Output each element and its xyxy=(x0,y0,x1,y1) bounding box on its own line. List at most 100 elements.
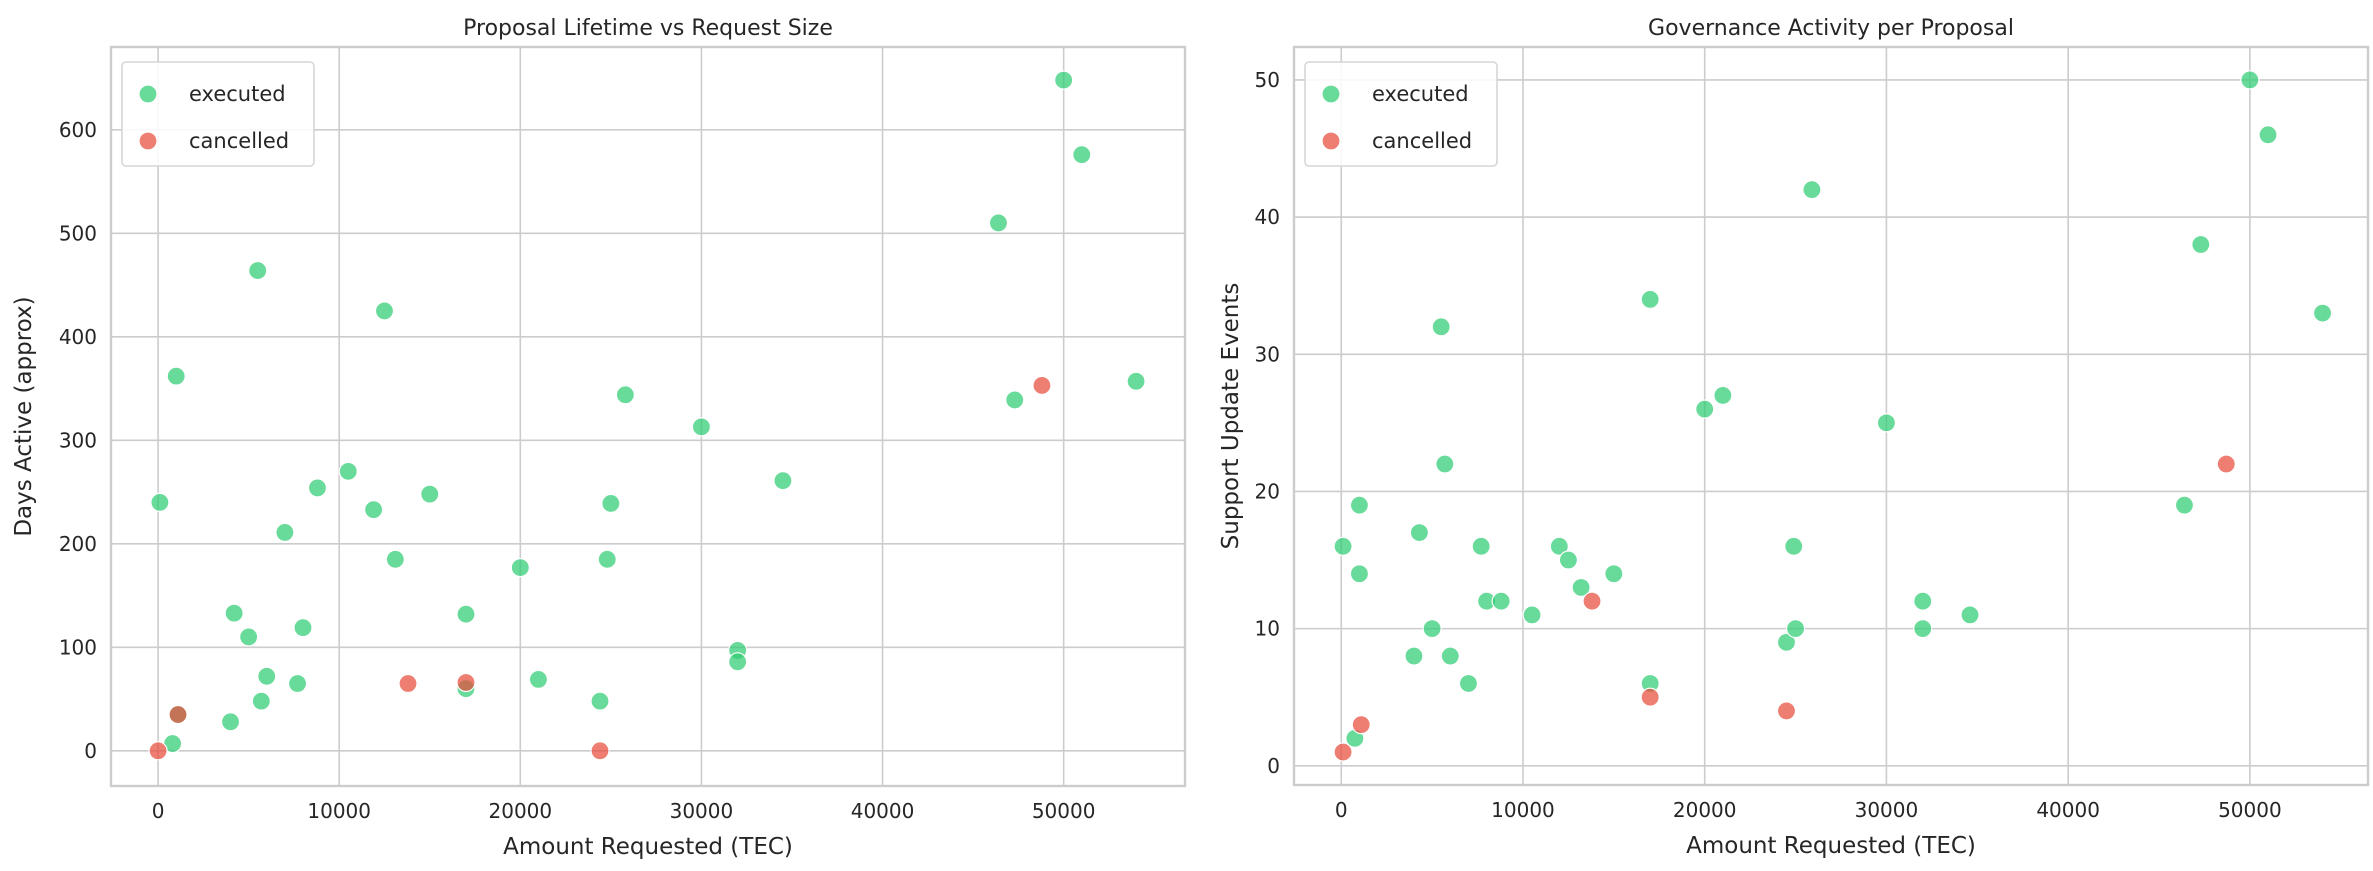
executed-point xyxy=(1054,70,1074,90)
chart-1: 0 10000 20000 30000 40000 50000 0 100 200 300 400 5… xyxy=(11,16,1187,860)
executed-point xyxy=(275,522,295,543)
y-tick-label: 200 xyxy=(59,532,97,556)
x-tick-label: 20000 xyxy=(489,799,553,823)
x-tick-label: 50000 xyxy=(1032,799,1096,823)
x-axis-label: Amount Requested (TEC) xyxy=(1686,833,1976,859)
executed-point xyxy=(287,673,308,694)
executed-point xyxy=(597,549,617,569)
executed-point xyxy=(1440,646,1460,666)
executed-point xyxy=(1522,605,1542,625)
executed-point xyxy=(374,301,395,321)
executed-point xyxy=(251,691,271,711)
chart-title: Proposal Lifetime vs Request Size xyxy=(463,16,833,41)
y-tick-label: 600 xyxy=(59,118,97,142)
x-axis-label: Amount Requested (TEC) xyxy=(503,834,793,860)
cancelled-point xyxy=(148,741,168,761)
chart-title: Governance Activity per Proposal xyxy=(1648,16,2014,41)
legend-label-executed: executed xyxy=(189,82,286,106)
executed-point xyxy=(150,492,170,513)
executed-point xyxy=(1604,564,1624,584)
cancelled-point xyxy=(1333,742,1353,762)
x-tick-label: 30000 xyxy=(670,799,734,823)
executed-point xyxy=(1404,646,1424,666)
executed-point xyxy=(1913,591,1933,611)
executed-point xyxy=(2191,234,2211,255)
y-tick-label: 500 xyxy=(59,221,97,245)
executed-point xyxy=(1802,180,1822,200)
executed-point xyxy=(1776,632,1797,652)
executed-point xyxy=(1333,536,1353,556)
executed-point xyxy=(456,604,476,624)
executed-point xyxy=(601,493,621,514)
axes-frame xyxy=(1292,45,2370,787)
plot-area xyxy=(111,47,1185,786)
executed-point xyxy=(528,669,549,689)
cancelled-point xyxy=(2216,454,2236,474)
plot-area xyxy=(1294,47,2368,785)
x-tick-label: 40000 xyxy=(851,799,915,823)
executed-point xyxy=(420,484,440,504)
executed-point xyxy=(364,500,384,520)
executed-point xyxy=(1695,399,1715,419)
x-tick-label: 50000 xyxy=(2218,798,2282,822)
legend: executed cancelled xyxy=(121,61,315,167)
x-tick-label: 0 xyxy=(1335,798,1348,822)
cancelled-point xyxy=(1351,715,1371,735)
x-tick-label: 10000 xyxy=(1491,798,1555,822)
y-tick-label: 30 xyxy=(1255,342,1280,366)
cancelled-point xyxy=(168,704,188,725)
cancelled-point xyxy=(1640,687,1660,707)
executed-point xyxy=(1491,591,1511,611)
executed-point xyxy=(1422,619,1442,639)
x-tick-label: 20000 xyxy=(1673,798,1737,822)
legend-marker-cancelled xyxy=(1321,131,1341,151)
executed-point xyxy=(1785,619,1806,639)
x-tick-label: 0 xyxy=(152,799,165,823)
executed-point xyxy=(1349,564,1370,584)
y-tick-label: 20 xyxy=(1255,479,1280,503)
executed-point xyxy=(615,385,635,405)
executed-point xyxy=(1349,495,1370,515)
executed-point xyxy=(239,627,259,647)
executed-point xyxy=(338,461,358,481)
cancelled-point xyxy=(456,672,476,693)
y-tick-label: 10 xyxy=(1255,617,1280,641)
y-axis-label: Support Update Events xyxy=(1218,283,1244,550)
legend-label-executed: executed xyxy=(1372,82,1469,106)
executed-point xyxy=(1784,536,1804,556)
cancelled-point xyxy=(1582,591,1602,611)
executed-point xyxy=(2240,70,2260,90)
legend-box xyxy=(1304,61,1498,167)
y-tick-label: 400 xyxy=(59,325,97,349)
legend-marker-executed xyxy=(138,84,158,104)
executed-point xyxy=(1005,390,1025,410)
legend-label-cancelled: cancelled xyxy=(189,129,289,153)
executed-point xyxy=(1960,605,1980,625)
cancelled-point xyxy=(398,673,418,694)
executed-point xyxy=(773,471,793,491)
executed-point xyxy=(1431,317,1451,337)
legend-label-cancelled: cancelled xyxy=(1372,129,1472,153)
legend: executed cancelled xyxy=(1304,61,1498,167)
y-tick-label: 0 xyxy=(1267,754,1280,778)
executed-point xyxy=(1558,550,1579,570)
executed-point xyxy=(1571,577,1591,598)
executed-point xyxy=(1876,413,1897,433)
executed-point xyxy=(1471,536,1491,556)
executed-point xyxy=(590,691,610,711)
executed-point xyxy=(293,618,313,638)
executed-point xyxy=(1409,522,1429,543)
legend-marker-cancelled xyxy=(138,131,158,151)
legend-marker-executed xyxy=(1321,84,1341,104)
executed-point xyxy=(248,260,268,281)
executed-point xyxy=(2174,495,2195,515)
executed-point xyxy=(1713,385,1733,406)
executed-point xyxy=(691,417,712,437)
executed-point xyxy=(1549,536,1569,556)
executed-point xyxy=(1072,145,1092,165)
executed-point xyxy=(510,558,530,578)
x-tick-label: 30000 xyxy=(1855,798,1919,822)
executed-point xyxy=(2258,125,2278,145)
executed-point xyxy=(166,366,186,386)
